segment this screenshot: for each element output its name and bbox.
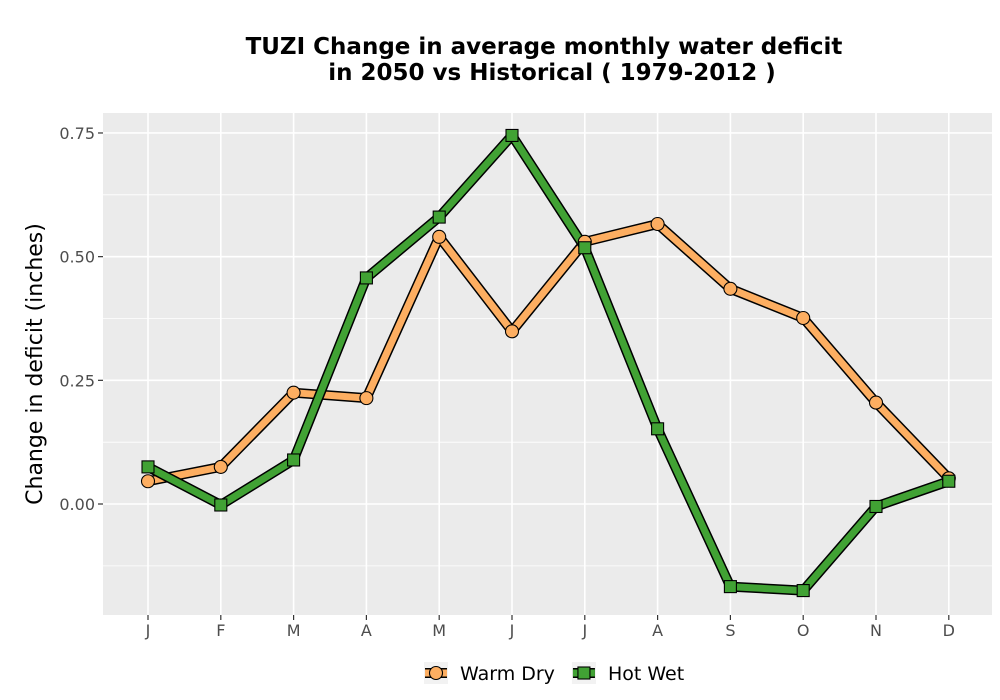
x-tick-label: A [361, 621, 372, 640]
data-point [504, 324, 520, 339]
data-point [651, 422, 665, 436]
chart-title-line-1: TUZI Change in average monthly water def… [246, 34, 843, 60]
y-tick-label: 0.25 [59, 371, 95, 390]
x-tick-label: M [287, 621, 301, 640]
y-tick-label: 0.75 [59, 124, 95, 143]
legend-key-marker [428, 665, 444, 681]
x-tick-label: S [725, 621, 735, 640]
legend: Warm Dry Hot Wet [424, 662, 684, 685]
data-point [868, 395, 884, 410]
series-layer [140, 128, 956, 598]
x-tick-label: J [581, 621, 587, 640]
series-warm-dry [143, 218, 954, 487]
data-point [796, 310, 811, 326]
data-point [796, 584, 810, 598]
data-point [432, 229, 447, 244]
y-axis: 0.00 0.25 0.50 0.75 [59, 124, 103, 514]
data-point [141, 460, 155, 474]
data-point [505, 128, 519, 142]
y-tick-label: 0.00 [59, 495, 95, 514]
x-tick-label: J [509, 621, 515, 640]
data-point [359, 391, 374, 406]
legend-item: Warm Dry [424, 662, 555, 685]
grid-lines [103, 113, 992, 615]
chart-title-line-2: in 2050 vs Historical ( 1979-2012 ) [328, 60, 775, 86]
legend-item: Hot Wet [571, 662, 684, 685]
data-point [942, 474, 956, 488]
data-point [287, 453, 301, 467]
data-point [286, 385, 301, 400]
legend-label: Warm Dry [460, 663, 555, 685]
data-point [214, 498, 228, 512]
x-tick-label: J [145, 621, 151, 640]
data-point [869, 499, 883, 514]
y-axis-label: Change in deficit (inches) [23, 223, 48, 505]
x-tick-label: N [870, 621, 882, 640]
series-hot-wet [143, 130, 954, 596]
data-point [359, 271, 373, 285]
x-tick-label: F [216, 621, 225, 640]
data-point [578, 241, 592, 255]
data-point [723, 281, 738, 296]
series-line [144, 220, 953, 485]
legend-label: Hot Wet [608, 663, 684, 685]
y-tick-label: 0.50 [59, 248, 95, 267]
x-tick-label: A [652, 621, 663, 640]
data-point [432, 210, 446, 224]
series-markers-hot-wet [141, 128, 956, 598]
x-tick-label: M [432, 621, 446, 640]
data-point [650, 216, 665, 232]
legend-key-marker [577, 666, 591, 680]
series-line [144, 131, 953, 595]
x-tick-label: O [797, 621, 810, 640]
x-tick-label: D [943, 621, 955, 640]
data-point [140, 474, 156, 489]
data-point [213, 459, 228, 474]
data-point [723, 580, 737, 594]
